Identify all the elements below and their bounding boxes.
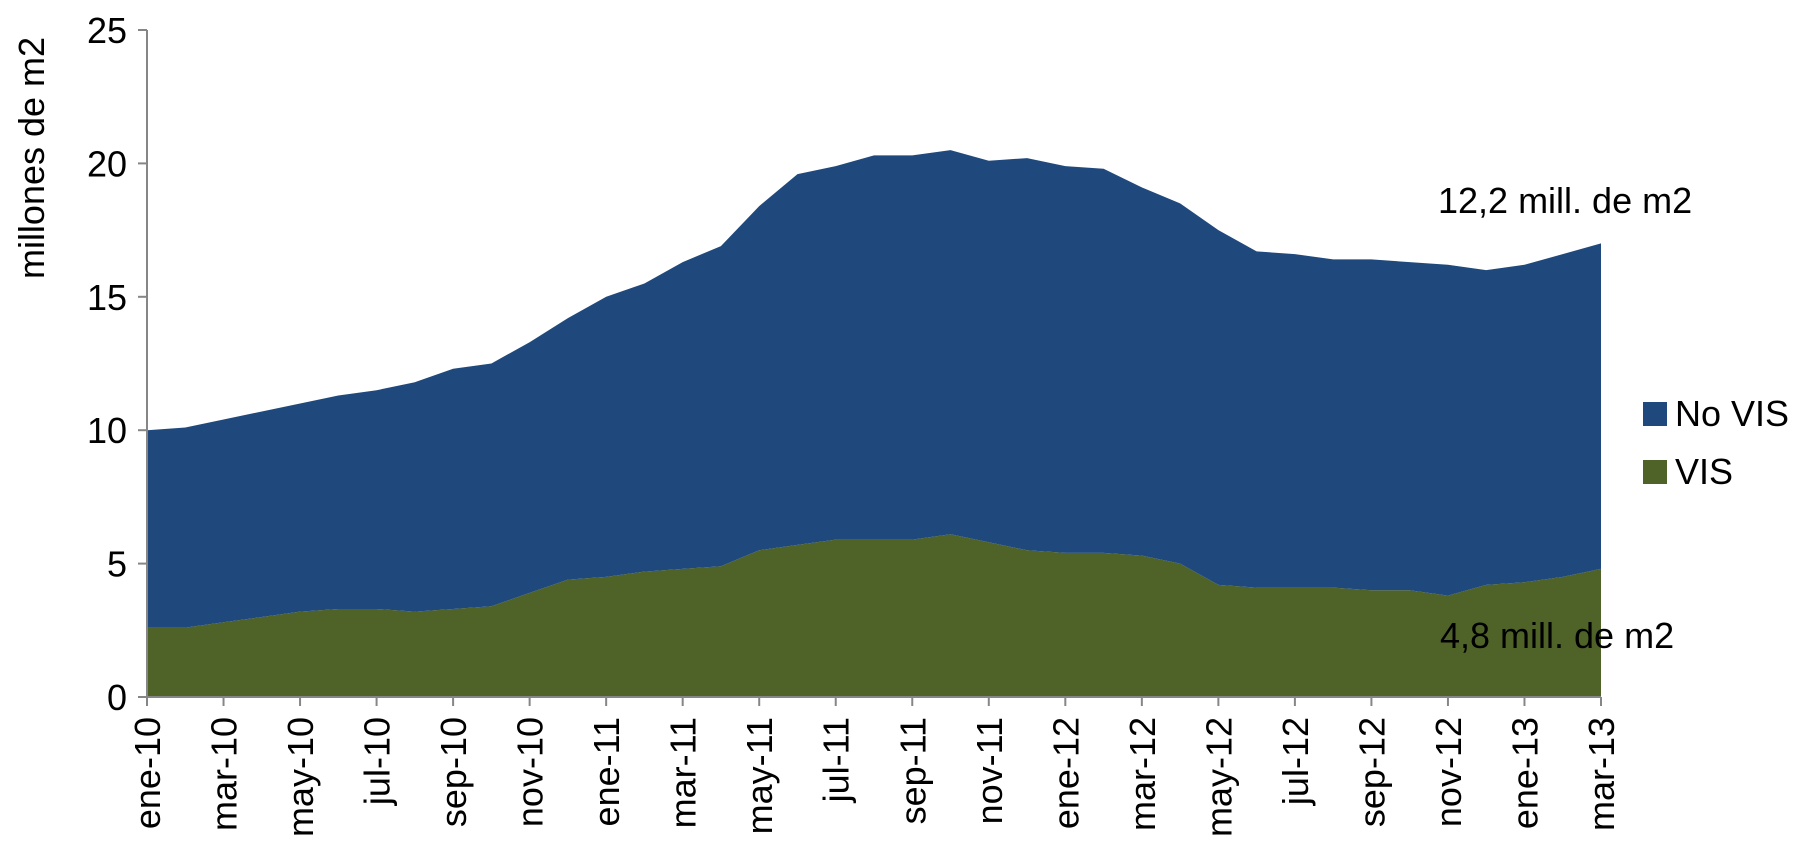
legend-label-novis: No VIS (1675, 393, 1790, 434)
x-tick-label: mar-10 (204, 717, 245, 831)
x-tick-label: may-11 (739, 717, 780, 834)
x-tick-label: ene-11 (586, 717, 627, 826)
x-tick-label: nov-10 (510, 717, 551, 827)
x-tick-label: may-10 (280, 717, 321, 837)
legend: No VIS VIS (1643, 385, 1789, 501)
y-tick-label: 25 (87, 10, 127, 51)
x-tick-label: ene-13 (1504, 717, 1545, 829)
annotation-novis: 12,2 mill. de m2 (1438, 180, 1693, 221)
x-tick-label: jul-10 (357, 717, 398, 806)
x-tick-label: ene-12 (1045, 717, 1086, 829)
x-tick-label: nov-11 (969, 717, 1010, 824)
y-axis-label: millones de m2 (11, 37, 52, 279)
x-tick-label: mar-11 (663, 717, 704, 828)
x-tick-label: sep-10 (433, 717, 474, 827)
x-tick-labels: ene-10 mar-10 may-10 jul-10 sep-10 nov-10 ene-… (127, 717, 1622, 837)
y-tick-label: 15 (87, 277, 127, 318)
y-tick-label: 20 (87, 143, 127, 184)
legend-label-vis: VIS (1675, 451, 1734, 492)
x-tick-label: jul-12 (1275, 717, 1316, 806)
y-tick-labels: 0 5 10 15 20 25 (87, 10, 127, 718)
legend-item-vis: VIS (1643, 443, 1789, 501)
x-tick-label: may-12 (1198, 717, 1239, 837)
legend-swatch-vis (1643, 460, 1667, 484)
y-tick-label: 10 (87, 410, 127, 451)
x-tick-label: nov-12 (1428, 717, 1469, 827)
y-tick-label: 0 (107, 677, 127, 718)
legend-swatch-novis (1643, 402, 1667, 426)
x-tick-label: sep-11 (892, 717, 933, 824)
x-tick-label: sep-12 (1351, 717, 1392, 827)
y-tick-label: 5 (107, 544, 127, 585)
x-tick-label: jul-11 (816, 717, 857, 803)
x-tick-label: mar-12 (1122, 717, 1163, 831)
annotation-vis: 4,8 mill. de m2 (1440, 615, 1675, 656)
axes (138, 29, 1602, 706)
area-vis (147, 534, 1601, 697)
stacked-areas (147, 150, 1601, 697)
x-tick-label: ene-10 (127, 717, 168, 829)
area-no-vis (147, 150, 1601, 628)
legend-item-novis: No VIS (1643, 385, 1789, 443)
x-tick-label: mar-13 (1581, 717, 1622, 831)
